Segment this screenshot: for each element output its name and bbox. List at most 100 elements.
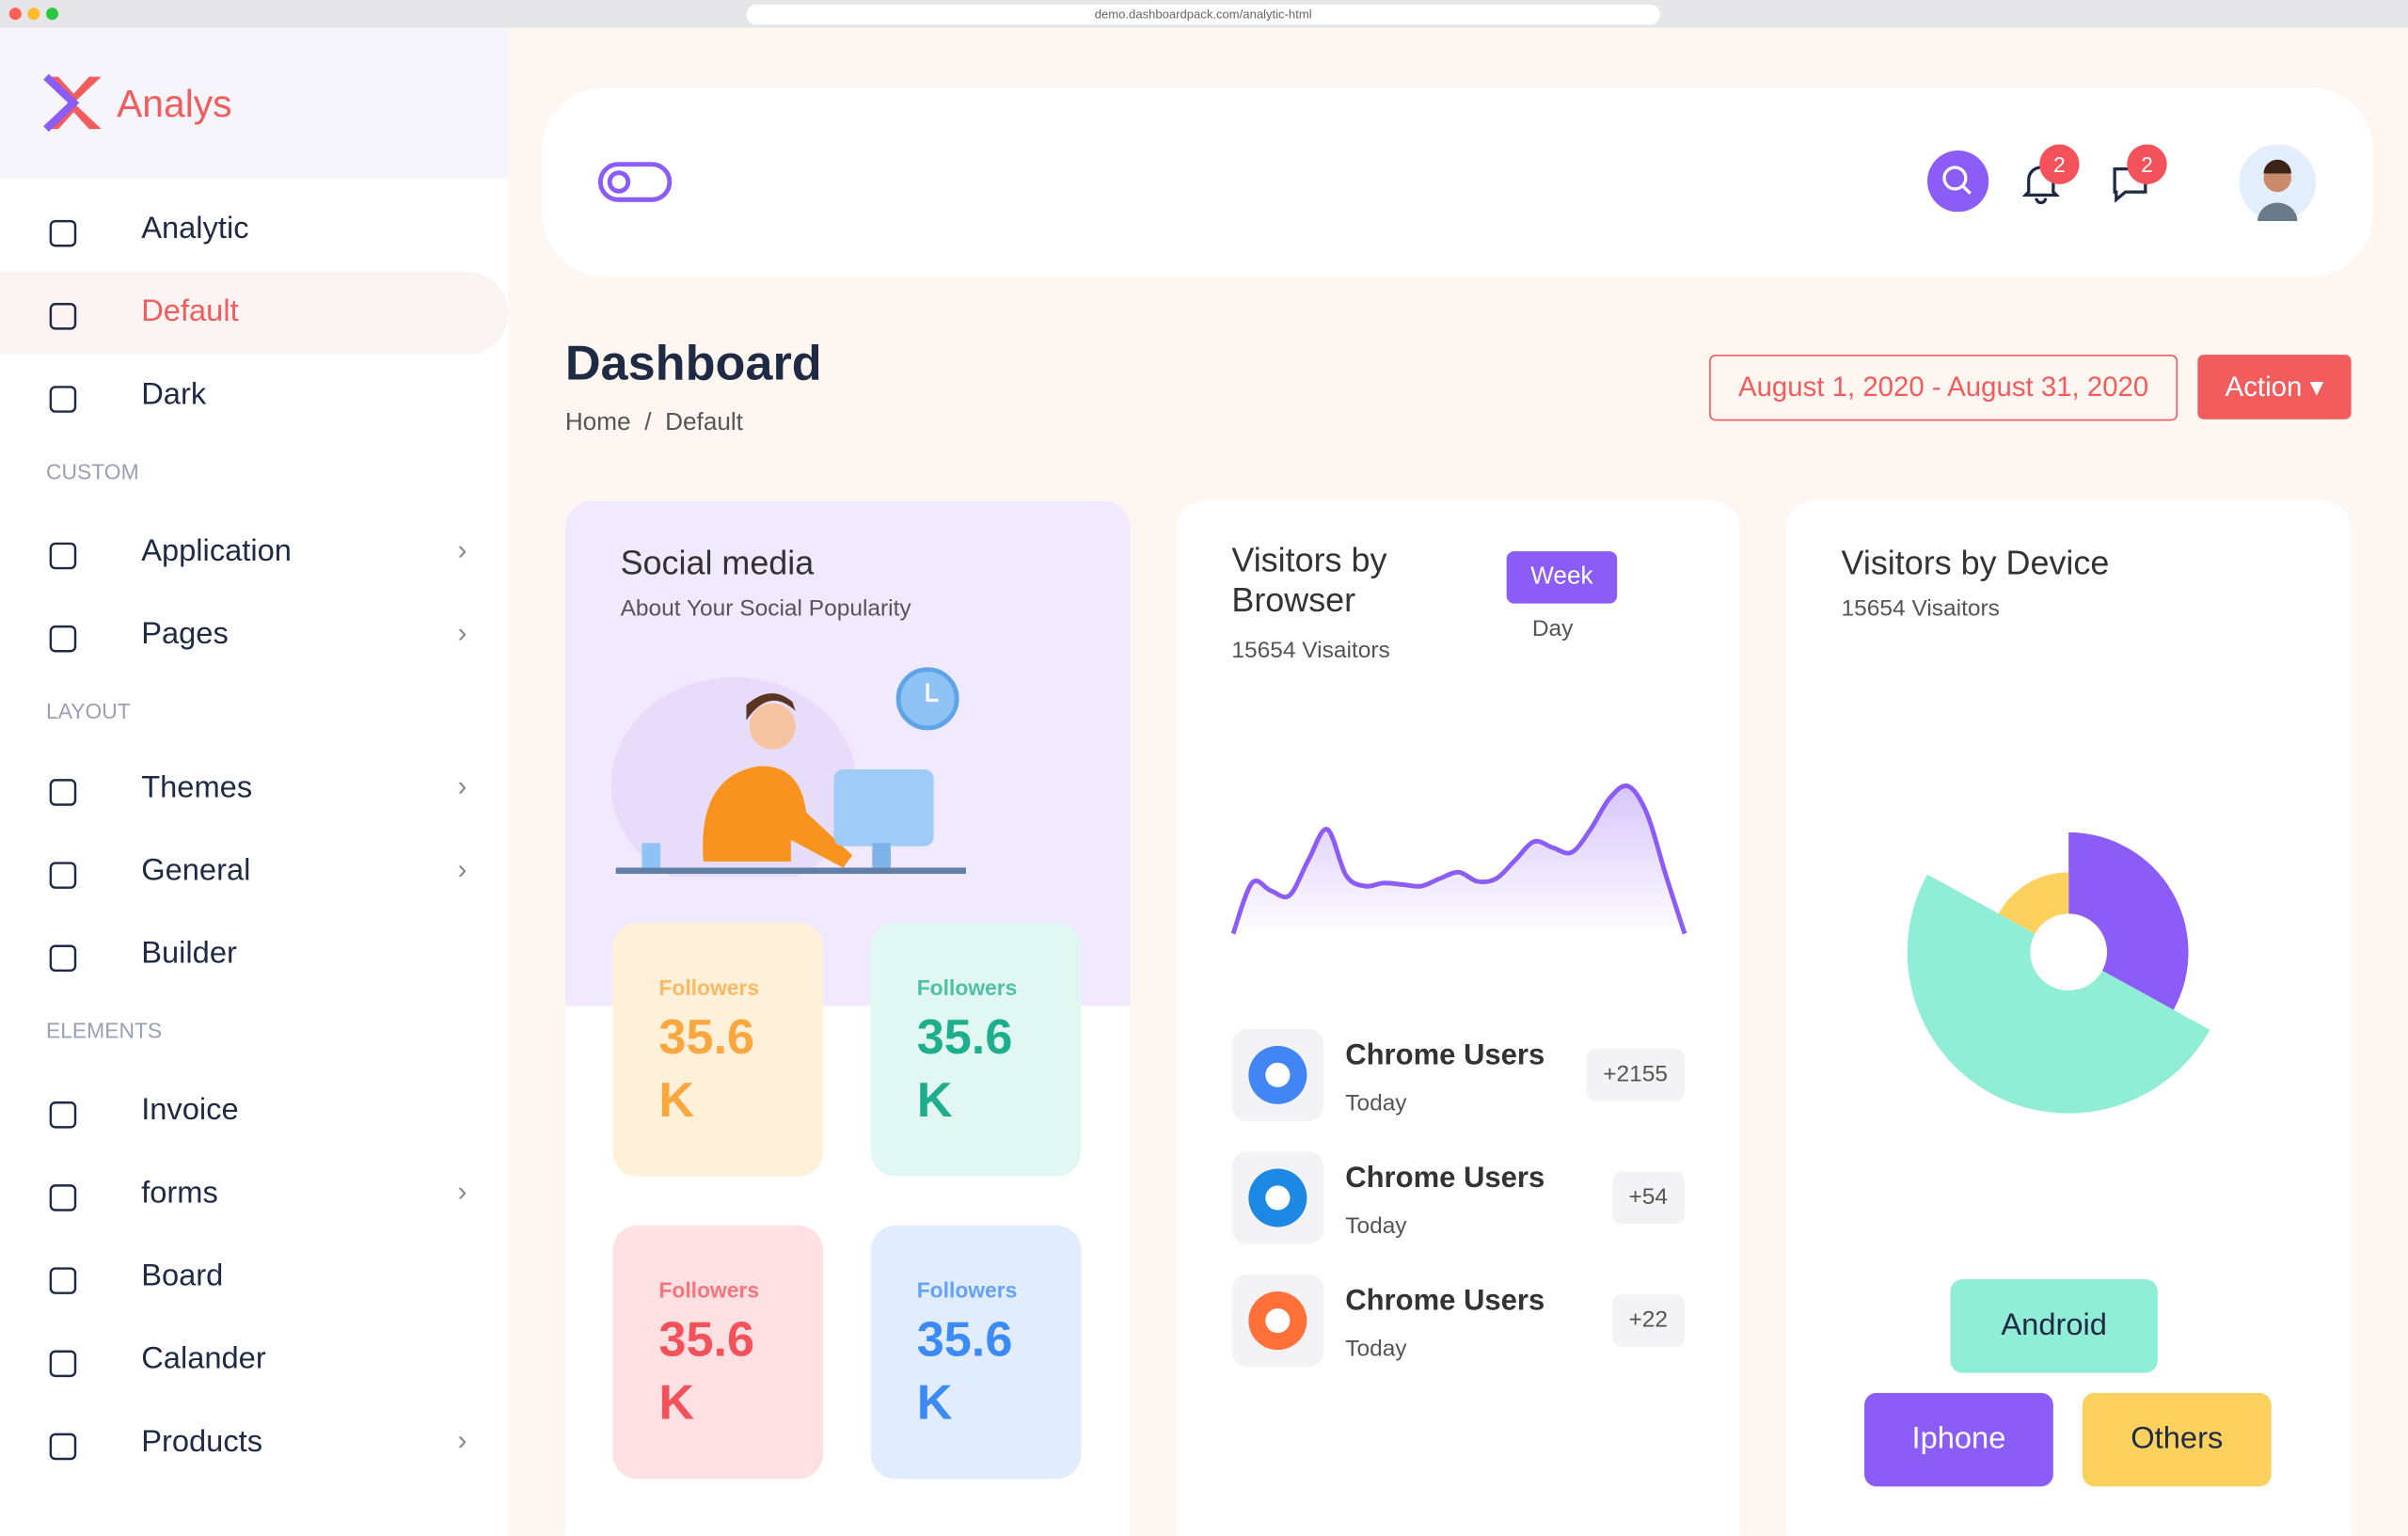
nav-icon [49, 303, 77, 330]
nav-item[interactable]: Products [141, 1425, 263, 1460]
action-button[interactable]: Action ▾ [2197, 355, 2352, 420]
nav-icon [49, 1350, 77, 1378]
icon-shape [49, 944, 77, 973]
row-count: +54 [1611, 1171, 1686, 1225]
nav-icon [49, 386, 77, 413]
stat-value: 35.6 [916, 1311, 1013, 1368]
row-title: Chrome Users [1345, 1162, 1545, 1196]
icon-shape [49, 1433, 77, 1461]
search-button[interactable] [1926, 150, 1989, 213]
row-sub: Today [1345, 1212, 1407, 1240]
pie-slice [1998, 872, 2069, 934]
icon-shape [49, 219, 77, 247]
submenu-arrow: › [457, 617, 467, 648]
url-bar[interactable]: demo.dashboardpack.com/analytic-html [746, 4, 1660, 25]
submenu-arrow: › [457, 534, 467, 565]
row-sub: Today [1345, 1090, 1407, 1116]
nav-item[interactable]: Calander [141, 1341, 266, 1376]
legend-button[interactable]: Others [2082, 1392, 2272, 1487]
icon-shape [49, 1350, 77, 1378]
stat-unit: K [916, 1071, 953, 1128]
stat-box: Followers 35.6 K [870, 1225, 1082, 1480]
icon-shape [49, 625, 77, 653]
row-count: +2155 [1586, 1049, 1686, 1101]
icon-center [1265, 1062, 1291, 1087]
area-line [1230, 783, 1687, 935]
avatar[interactable] [2239, 144, 2317, 222]
stat-unit: K [658, 1374, 695, 1430]
device-chart [1907, 831, 2210, 1114]
browser-icon [1231, 1028, 1324, 1121]
card-title: Visitors by Browser [1231, 540, 1387, 619]
row-sub: Today [1345, 1336, 1407, 1363]
breadcrumb-item[interactable]: Home [564, 409, 631, 436]
nav-icon [49, 625, 77, 653]
pie-slice [2068, 831, 2189, 1010]
window-controls [8, 8, 59, 21]
brand-area: Analys [0, 27, 509, 179]
nav-item[interactable]: Board [141, 1259, 224, 1293]
stat-value: 35.6 [916, 1008, 1013, 1065]
date-range[interactable]: August 1, 2020 - August 31, 2020 [1709, 355, 2178, 421]
nav-item[interactable]: Invoice [141, 1093, 239, 1128]
browser-icon [1231, 1275, 1324, 1368]
submenu-arrow: › [457, 853, 467, 885]
legend-button[interactable]: Iphone [1864, 1392, 2053, 1487]
message-badge: 2 [2127, 144, 2167, 184]
nav-icon [49, 1267, 77, 1294]
nav-item[interactable]: Default [141, 294, 239, 329]
stat-box: Followers 35.6 K [612, 1225, 824, 1480]
nav-icon [49, 219, 77, 247]
nav-icon [49, 944, 77, 973]
nav-icon [49, 1433, 77, 1461]
breadcrumb-item: Default [665, 409, 743, 436]
active-bg [0, 271, 509, 356]
nav-item[interactable]: Dark [141, 377, 207, 412]
nav-item[interactable]: Analytic [141, 212, 249, 246]
toggle[interactable] [597, 161, 674, 204]
nav-icon [49, 542, 77, 570]
nav-section: ELEMENTS [45, 1018, 163, 1043]
icon-shape [49, 1267, 77, 1294]
browser-icon [1231, 1151, 1324, 1244]
tab-week[interactable]: Week [1506, 551, 1618, 604]
icon-shape [49, 386, 77, 413]
sidebar: Analys Analytic Default Dark CUSTOM Applicat… [0, 27, 509, 1536]
icon-shape [49, 542, 77, 570]
icon-center [1265, 1308, 1291, 1334]
nav-item[interactable]: Pages [141, 617, 229, 652]
legend-button[interactable]: Android [1950, 1279, 2158, 1373]
row-title: Chrome Users [1345, 1285, 1545, 1318]
nav-item[interactable]: Builder [141, 936, 237, 971]
nav-section: CUSTOM [45, 459, 139, 484]
nav-item[interactable]: forms [141, 1176, 218, 1211]
nav-section: LAYOUT [45, 698, 131, 723]
nav-item[interactable]: General [141, 853, 251, 888]
browser-card: Visitors by Browser 15654 Visaitors Week… [1176, 500, 1740, 1536]
tab-day[interactable]: Day [1531, 615, 1574, 642]
nav-item[interactable]: Themes [141, 770, 253, 805]
stat-box: Followers 35.6 K [612, 923, 824, 1177]
icon-shape [49, 862, 77, 889]
card-subtitle: 15654 Visaitors [1231, 637, 1390, 664]
illustration [610, 667, 966, 878]
stat-label: Followers [658, 1277, 760, 1303]
icon-shape [49, 1184, 77, 1211]
submenu-arrow: › [457, 1425, 467, 1456]
pie-slice [1907, 874, 2210, 1114]
icon-shape [49, 303, 77, 330]
nav-icon [49, 779, 77, 806]
browser-bar: demo.dashboardpack.com/analytic-html [0, 0, 2408, 28]
card-title: Visitors by Device [1841, 543, 2110, 582]
card-subtitle: About Your Social Popularity [620, 595, 911, 623]
notification-badge: 2 [2039, 144, 2080, 184]
stat-value: 35.6 [658, 1008, 755, 1065]
icon-graphic [1248, 1045, 1307, 1104]
row-title: Chrome Users [1345, 1039, 1545, 1072]
nav-item[interactable]: Application [141, 534, 292, 569]
stat-label: Followers [916, 1277, 1018, 1303]
stat-label: Followers [916, 974, 1018, 1000]
page-title: Dashboard [564, 334, 822, 390]
